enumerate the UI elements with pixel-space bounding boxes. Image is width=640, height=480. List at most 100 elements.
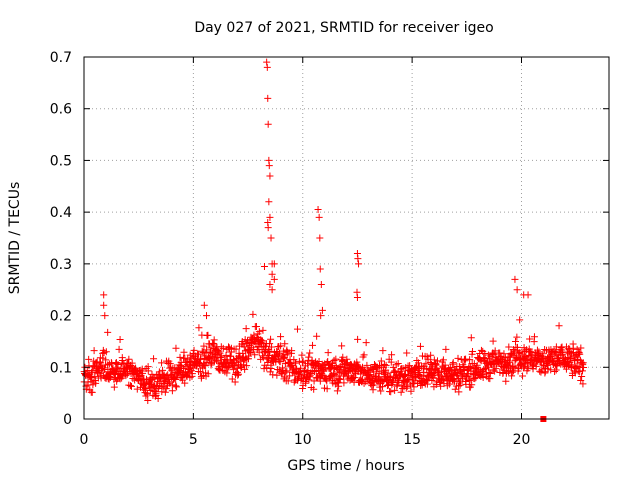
data-point	[268, 343, 276, 351]
data-point	[277, 333, 285, 341]
data-point	[527, 352, 535, 360]
data-point	[115, 345, 123, 353]
data-point	[255, 328, 263, 336]
x-tick-label: 0	[80, 432, 89, 448]
data-point	[122, 372, 130, 380]
data-point	[190, 346, 198, 354]
data-point	[297, 364, 305, 372]
data-point	[277, 342, 285, 350]
data-point	[110, 383, 118, 391]
data-point	[266, 347, 274, 355]
data-point	[461, 357, 469, 365]
data-point	[318, 306, 326, 314]
data-point	[466, 363, 474, 371]
x-axis-label: GPS time / hours	[287, 458, 404, 474]
data-point	[510, 348, 518, 356]
data-point	[486, 370, 494, 378]
data-point	[333, 387, 341, 395]
data-point	[454, 354, 462, 362]
y-tick-label: 0	[63, 412, 72, 428]
data-point	[91, 372, 99, 380]
data-point	[449, 359, 457, 367]
data-point	[128, 359, 136, 367]
data-point	[451, 385, 459, 393]
data-point	[266, 172, 274, 180]
data-point	[188, 354, 196, 362]
data-point	[511, 275, 519, 283]
data-point	[485, 368, 493, 376]
data-point	[231, 378, 239, 386]
data-point	[141, 384, 149, 392]
data-point	[455, 388, 463, 396]
data-point	[379, 347, 387, 355]
data-point	[264, 94, 272, 102]
data-point	[253, 334, 261, 342]
data-point	[282, 368, 290, 376]
data-point	[219, 344, 227, 352]
data-point	[168, 387, 176, 395]
data-point	[298, 358, 306, 366]
data-point	[511, 337, 519, 345]
data-point	[368, 382, 376, 390]
data-point	[316, 234, 324, 242]
data-point	[102, 356, 110, 364]
data-point	[259, 326, 267, 334]
data-point	[490, 350, 498, 358]
data-point	[268, 270, 276, 278]
data-point	[281, 373, 289, 381]
data-point	[265, 162, 273, 170]
data-point	[514, 343, 521, 351]
data-point	[280, 355, 288, 363]
data-point	[333, 379, 341, 387]
data-point	[410, 383, 418, 391]
data-point	[505, 343, 513, 351]
data-point	[384, 369, 392, 377]
data-point	[96, 358, 104, 366]
data-point	[100, 364, 108, 372]
data-point	[314, 206, 322, 214]
data-point	[323, 385, 331, 393]
data-point	[387, 358, 395, 366]
data-point	[578, 372, 586, 380]
data-point	[270, 275, 278, 283]
data-point	[324, 349, 332, 357]
data-point	[214, 364, 222, 372]
data-point	[310, 368, 318, 376]
data-point	[526, 335, 534, 343]
data-point	[302, 379, 310, 387]
data-point	[139, 369, 147, 377]
data-point	[416, 342, 424, 350]
data-point	[295, 369, 303, 377]
data-point	[100, 291, 108, 299]
data-point	[342, 359, 350, 367]
data-point	[119, 357, 127, 365]
data-point	[85, 355, 93, 363]
data-point	[292, 359, 300, 367]
data-point	[299, 357, 307, 365]
data-point	[420, 372, 428, 380]
data-point	[305, 353, 313, 361]
plot-frame	[83, 56, 610, 420]
data-point	[491, 347, 499, 355]
data-point	[332, 355, 340, 363]
data-point	[556, 356, 564, 364]
data-point	[230, 366, 238, 374]
data-point	[269, 371, 277, 379]
data-point	[133, 385, 141, 393]
data-point	[445, 380, 453, 388]
data-point	[402, 384, 410, 392]
data-point	[90, 347, 98, 355]
data-point	[260, 262, 268, 270]
y-tick-label: 0.6	[50, 102, 72, 118]
data-point	[310, 385, 318, 393]
data-point	[360, 379, 368, 387]
data-point	[306, 349, 314, 357]
data-point	[469, 347, 477, 355]
data-point	[379, 378, 387, 386]
data-point	[473, 361, 481, 369]
data-point	[264, 224, 272, 232]
data-point	[397, 388, 405, 396]
data-point	[391, 386, 399, 394]
data-point	[317, 312, 325, 320]
data-point	[246, 349, 254, 357]
